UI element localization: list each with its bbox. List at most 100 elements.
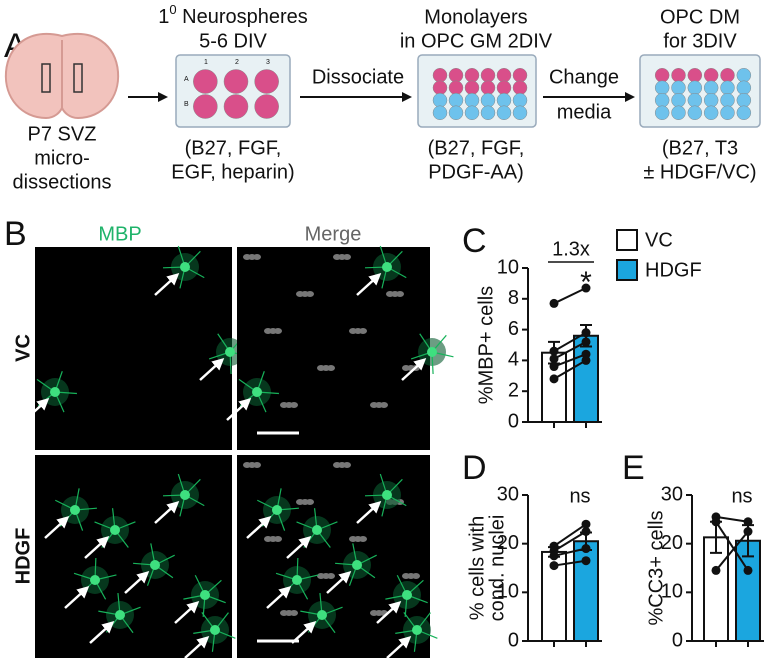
- step-title: for 3DIV: [663, 30, 737, 52]
- cell-body: [210, 625, 220, 635]
- plate-row-label: B: [184, 101, 189, 108]
- well: [480, 68, 496, 83]
- well: [671, 93, 686, 108]
- cell-body: [382, 262, 392, 272]
- arrow: [44, 515, 70, 539]
- well: [464, 80, 480, 95]
- data-point: [549, 354, 559, 364]
- column-label: MBP: [98, 223, 141, 245]
- well: [223, 69, 249, 94]
- pair-line: [715, 530, 749, 572]
- legend-swatch: [616, 229, 638, 251]
- arrow: [124, 570, 150, 594]
- well: [703, 105, 719, 120]
- caption: (B27, T3: [662, 137, 738, 159]
- plate-row-label: A: [184, 76, 189, 83]
- pair-line: [553, 559, 587, 567]
- well: [654, 80, 670, 95]
- micrograph: [35, 247, 232, 450]
- well: [736, 105, 752, 120]
- well: [654, 93, 670, 108]
- well: [703, 93, 719, 108]
- well: [720, 93, 735, 108]
- well: [512, 93, 528, 108]
- nucleus: [359, 536, 367, 542]
- well: [654, 68, 670, 83]
- caption: ± HDGF/VC): [643, 161, 756, 183]
- caption: P7 SVZ: [28, 123, 97, 145]
- well: [464, 105, 480, 120]
- y-tick-label: 6: [508, 318, 519, 340]
- arrow: [184, 635, 210, 659]
- arrow: [84, 535, 110, 559]
- well: [432, 80, 448, 95]
- data-point: [549, 346, 559, 356]
- y-tick-label: 10: [497, 581, 519, 603]
- arrow: [286, 535, 312, 559]
- arrow: [356, 272, 382, 296]
- caption: micro-: [34, 147, 90, 169]
- y-axis-label: % cells with: [466, 516, 488, 620]
- cell-body: [352, 560, 362, 570]
- step-title: OPC DM: [660, 6, 740, 28]
- y-axis-label: %CC3+ cells: [645, 510, 667, 625]
- micrograph: [237, 247, 430, 450]
- well: [512, 80, 528, 95]
- well: [223, 94, 249, 119]
- significance: *: [580, 266, 592, 299]
- data-point: [549, 551, 559, 561]
- nucleus: [274, 328, 282, 334]
- nucleus: [290, 402, 298, 408]
- nucleus: [306, 499, 314, 505]
- panel-label: C: [462, 222, 487, 260]
- pair-line: [553, 523, 587, 547]
- title-part: Neurospheres: [177, 6, 308, 28]
- well: [720, 105, 735, 120]
- y-tick-label: 30: [661, 483, 683, 505]
- cell-body: [110, 525, 120, 535]
- y-tick-label: 10: [661, 581, 683, 603]
- arrow: [226, 397, 252, 421]
- plate-col-label: 1: [204, 59, 208, 66]
- data-point: [743, 527, 753, 536]
- well: [736, 93, 752, 108]
- pair-line: [553, 287, 587, 305]
- cell-body: [252, 387, 262, 397]
- caption: PDGF-AA): [428, 161, 524, 183]
- data-point: [549, 298, 559, 308]
- well: [512, 105, 528, 120]
- cell-body: [317, 610, 327, 620]
- significance: ns: [569, 485, 590, 507]
- step-title: Monolayers: [424, 6, 527, 28]
- well: [193, 94, 218, 119]
- nucleus: [290, 610, 298, 616]
- arrow: [326, 570, 352, 594]
- arrow: [266, 585, 292, 609]
- data-point: [711, 517, 721, 527]
- arrow: [356, 500, 382, 524]
- panel-label: D: [462, 449, 487, 487]
- well: [736, 80, 752, 95]
- arrow-label: Dissociate: [312, 66, 404, 88]
- y-tick-label: 2: [508, 379, 519, 401]
- arrow: [154, 272, 180, 296]
- data-point: [581, 355, 591, 365]
- cell-body: [70, 505, 80, 515]
- cell-body: [412, 625, 422, 635]
- well: [703, 68, 719, 83]
- pair-line: [553, 530, 587, 552]
- panel-label: E: [622, 449, 645, 487]
- column-label: Merge: [305, 223, 362, 245]
- well: [671, 105, 686, 120]
- well: [254, 69, 279, 94]
- legend-label: HDGF: [645, 259, 702, 281]
- arrow: [174, 600, 200, 624]
- nucleus: [380, 402, 388, 408]
- bar: [703, 536, 729, 643]
- well: [480, 93, 496, 108]
- caption: EGF, heparin): [171, 161, 294, 183]
- well: [448, 80, 464, 95]
- well: [448, 105, 464, 120]
- legend-label: VC: [645, 229, 673, 251]
